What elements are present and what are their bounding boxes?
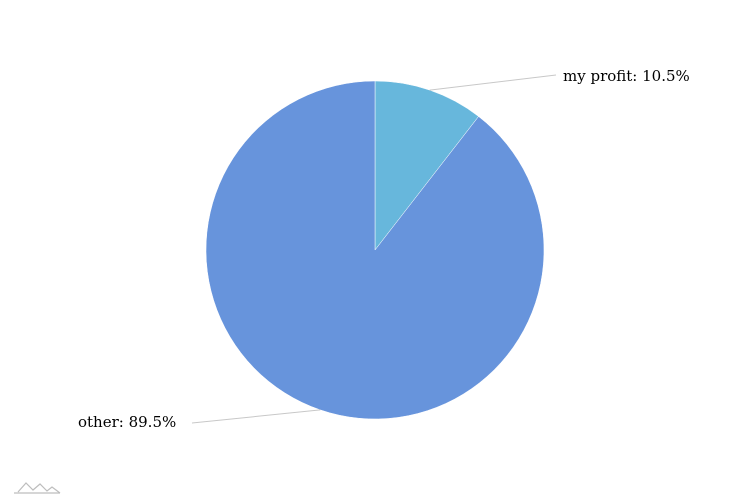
slice-labels: my profit: 10.5% other: 89.5% [78,67,690,431]
slice-label-other: other: 89.5% [78,413,176,431]
leader-line-other [191,409,321,424]
leader-line-my-profit [429,74,557,91]
chart-library-logo-icon[interactable] [14,482,61,494]
pie-slice-other[interactable] [205,80,545,420]
pie-slices [205,80,545,420]
slice-label-my-profit: my profit: 10.5% [563,67,690,85]
label-leader-lines [191,74,557,424]
